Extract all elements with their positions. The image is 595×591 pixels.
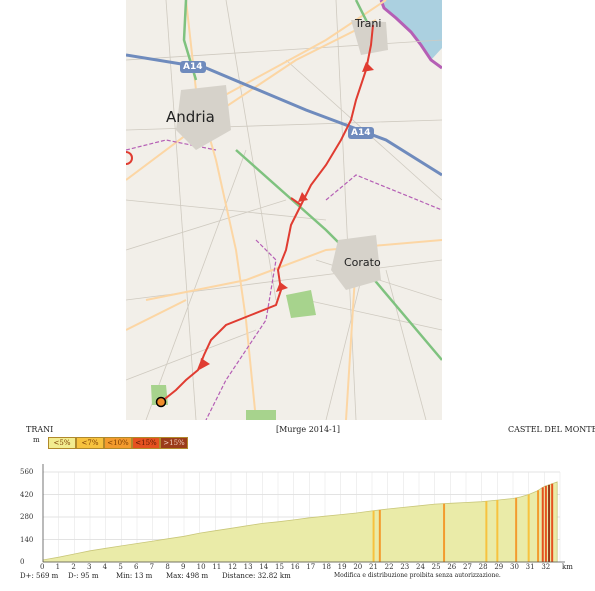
legend-item: <5%: [48, 437, 76, 449]
x-tick-label: 19: [337, 563, 347, 571]
x-tick-label: 14: [259, 563, 269, 571]
y-tick-label: 0: [20, 558, 25, 566]
x-tick-label: 22: [384, 563, 394, 571]
x-tick-label: 9: [181, 563, 186, 571]
y-tick-label: 560: [20, 468, 34, 476]
motorway-shield-a14: A14: [180, 61, 206, 73]
x-tick-label: 27: [463, 563, 472, 571]
x-tick-label: 30: [510, 563, 519, 571]
x-unit-label: km: [562, 563, 573, 571]
x-tick-label: 32: [541, 563, 551, 571]
x-tick-label: 10: [196, 563, 206, 571]
x-tick-label: 0: [40, 563, 45, 571]
profile-chart: [42, 464, 565, 563]
legend-item: >15%: [160, 437, 188, 449]
x-tick-label: 12: [228, 563, 237, 571]
x-tick-label: 16: [290, 563, 300, 571]
x-tick-label: 7: [149, 563, 155, 571]
stat-max: Max: 498 m: [166, 572, 209, 580]
x-tick-label: 17: [306, 563, 316, 571]
x-tick-label: 8: [165, 563, 170, 571]
x-tick-label: 26: [447, 563, 457, 571]
x-tick-label: 29: [494, 563, 504, 571]
place-label-corato: Corato: [344, 256, 381, 269]
motorway-shield-a14: A14: [348, 127, 374, 139]
map-canvas: [126, 0, 442, 420]
stat-d-minus: D-: 95 m: [68, 572, 99, 580]
profile-start-name: TRANI: [26, 425, 54, 434]
elevation-area: [42, 481, 558, 563]
x-tick-label: 3: [87, 563, 92, 571]
x-tick-label: 23: [400, 563, 410, 571]
x-tick-label: 31: [525, 563, 535, 571]
place-label-trani: Trani: [355, 17, 382, 30]
y-tick-label: 420: [20, 491, 34, 499]
stat-d-plus: D+: 569 m: [20, 572, 59, 580]
stat-distance: Distance: 32.82 km: [222, 572, 291, 580]
x-tick-label: 24: [416, 563, 425, 571]
stat-min: Min: 13 m: [116, 572, 153, 580]
x-tick-label: 25: [431, 563, 441, 571]
legend-item: <7%: [76, 437, 104, 449]
place-label-andria: Andria: [166, 108, 215, 126]
x-tick-label: 13: [243, 563, 253, 571]
route-map[interactable]: Trani Andria Corato A14 A14: [126, 0, 442, 420]
x-tick-label: 1: [55, 563, 61, 571]
x-tick-label: 2: [71, 563, 76, 571]
x-tick-label: 28: [478, 563, 488, 571]
copyright-notice: Modifica e distribuzione proibita senza …: [334, 572, 501, 579]
y-unit-label: m: [33, 436, 40, 444]
x-tick-label: 11: [212, 563, 222, 571]
y-tick-label: 280: [20, 513, 34, 521]
x-tick-label: 5: [118, 563, 123, 571]
x-tick-label: 4: [102, 563, 108, 571]
x-tick-label: 21: [369, 563, 378, 571]
legend-item: <10%: [104, 437, 132, 449]
profile-end-name: CASTEL DEL MONTE: [508, 425, 595, 434]
y-tick-label: 140: [20, 536, 34, 544]
x-tick-label: 6: [134, 563, 139, 571]
elevation-profile: TRANI [Murge 2014-1] CASTEL DEL MONTE m …: [0, 420, 595, 591]
x-tick-label: 20: [353, 563, 363, 571]
x-tick-label: 15: [275, 563, 284, 571]
x-tick-label: 18: [322, 563, 331, 571]
profile-title: [Murge 2014-1]: [276, 425, 340, 434]
legend-item: <15%: [132, 437, 160, 449]
